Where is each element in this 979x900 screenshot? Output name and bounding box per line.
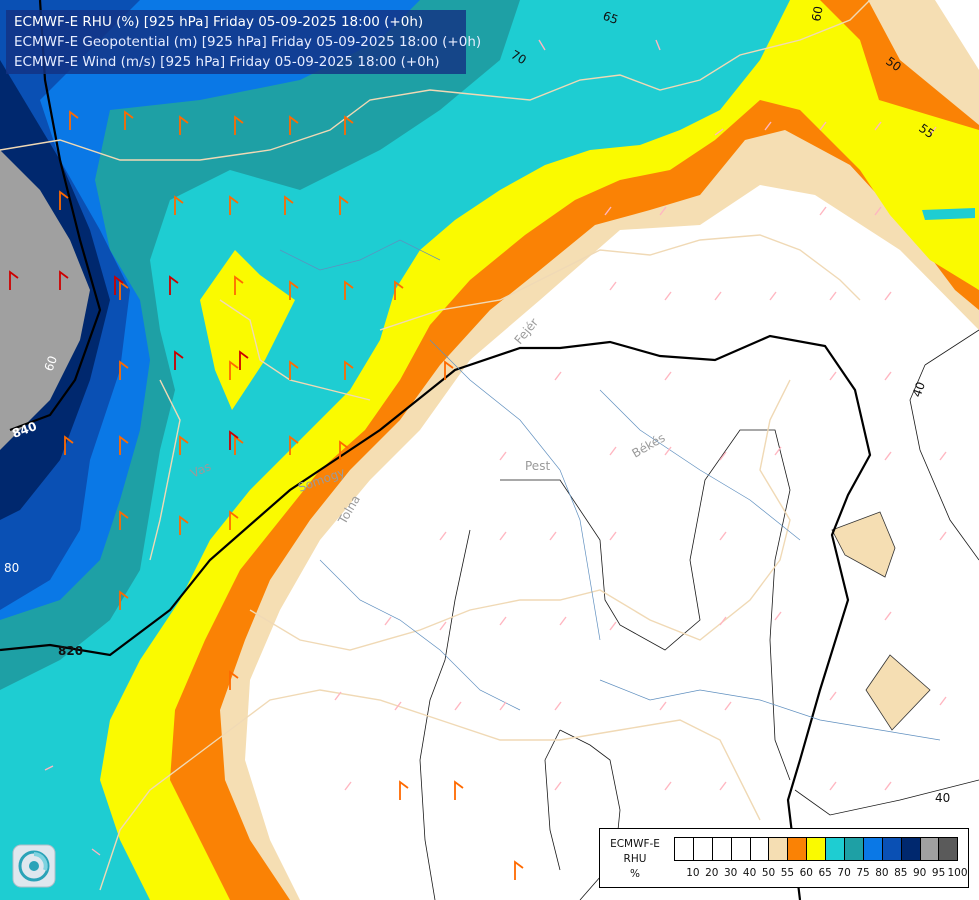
legend-swatch (788, 838, 808, 860)
legend-tick-label: 95 (931, 867, 946, 879)
legend-tick-label: 30 (724, 867, 738, 879)
legend-tick-label: 100 (947, 867, 968, 879)
legend-swatch (750, 838, 770, 860)
rh-pocket-55-b (865, 654, 931, 731)
legend-title-model: ECMWF-E (610, 838, 660, 850)
legend-tick-label: 85 (894, 867, 908, 879)
legend-swatch (693, 838, 713, 860)
contour-label-40-east: 40 (910, 380, 928, 399)
title-rhu: ECMWF-E RHU (%) [925 hPa] Friday 05-09-2… (14, 14, 424, 30)
wind-barbs-red (9, 270, 249, 450)
legend-title-unit: % (630, 868, 640, 880)
legend-tick-label: 55 (780, 867, 795, 879)
wind-barbs-strong (59, 110, 524, 880)
title-wind: ECMWF-E Wind (m/s) [925 hPa] Friday 05-0… (14, 54, 440, 70)
rh-contours (419, 329, 979, 900)
legend-swatch (901, 838, 921, 860)
geopotential-label-820: 820 (58, 644, 83, 658)
legend-swatch (807, 838, 827, 860)
rh-band-95 (0, 150, 90, 450)
legend-swatch (769, 838, 789, 860)
legend-title: ECMWF-E RHU % (604, 837, 666, 882)
legend-swatch (863, 838, 883, 860)
rh-band-80 (0, 0, 420, 620)
legend-tick-label: 90 (913, 867, 927, 879)
contour-label-80: 80 (4, 561, 19, 575)
legend-swatch (712, 838, 732, 860)
legend-tick-label: 10 (686, 867, 700, 879)
legend-tick-label: 75 (856, 867, 870, 879)
legend-tick-label: 80 (875, 867, 889, 879)
rh-pocket-65-east (895, 150, 979, 290)
legend-tick-label: 50 (761, 867, 776, 879)
legend-tick-label: 65 (818, 867, 832, 879)
legend-swatch (845, 838, 864, 860)
river-lines (279, 239, 941, 741)
contour-label-65: 65 (601, 9, 620, 27)
legend-tick-label: 20 (705, 867, 719, 879)
legend-title-variable: RHU (623, 853, 647, 865)
legend-swatch (731, 838, 751, 860)
geopotential-lines (0, 0, 872, 900)
title-geopotential: ECMWF-E Geopotential (m) [925 hPa] Frida… (14, 34, 482, 50)
rhu-legend: ECMWF-E RHU % 10 20 30 40 50 55 60 65 70 75 80 85 90… (599, 828, 969, 888)
legend-swatch (826, 838, 846, 860)
rh-band-75 (0, 0, 520, 690)
ecmwf-swirl-icon (12, 844, 56, 888)
wind-barbs-light (44, 39, 947, 856)
legend-tick-label: 60 (799, 867, 813, 879)
map-title-box: ECMWF-E RHU (%) [925 hPa] Friday 05-09-2… (6, 10, 482, 74)
rh-band-70 (0, 0, 790, 900)
contour-label-40-south: 40 (935, 791, 950, 805)
rh-pocket-55-a (831, 511, 896, 578)
place-label-pest: Pest (525, 459, 550, 473)
rh-pocket-65-west (200, 250, 295, 410)
legend-swatch (920, 838, 940, 860)
legend-ticks: 10 20 30 40 50 55 60 65 70 75 80 85 90 95 100 (674, 867, 968, 881)
legend-tick-label: 40 (742, 867, 757, 879)
contour-label-60: 60 (809, 5, 825, 22)
legend-tick-label: 70 (837, 867, 851, 879)
contour-label-60-west: 60 (42, 354, 60, 373)
legend-swatch (675, 838, 694, 860)
border-lines (0, 0, 871, 891)
legend-swatches (674, 837, 959, 861)
legend-swatch (882, 838, 902, 860)
rh-pocket-70-east (922, 208, 975, 220)
contour-label-70: 70 (509, 47, 529, 67)
legend-swatch (939, 838, 959, 860)
